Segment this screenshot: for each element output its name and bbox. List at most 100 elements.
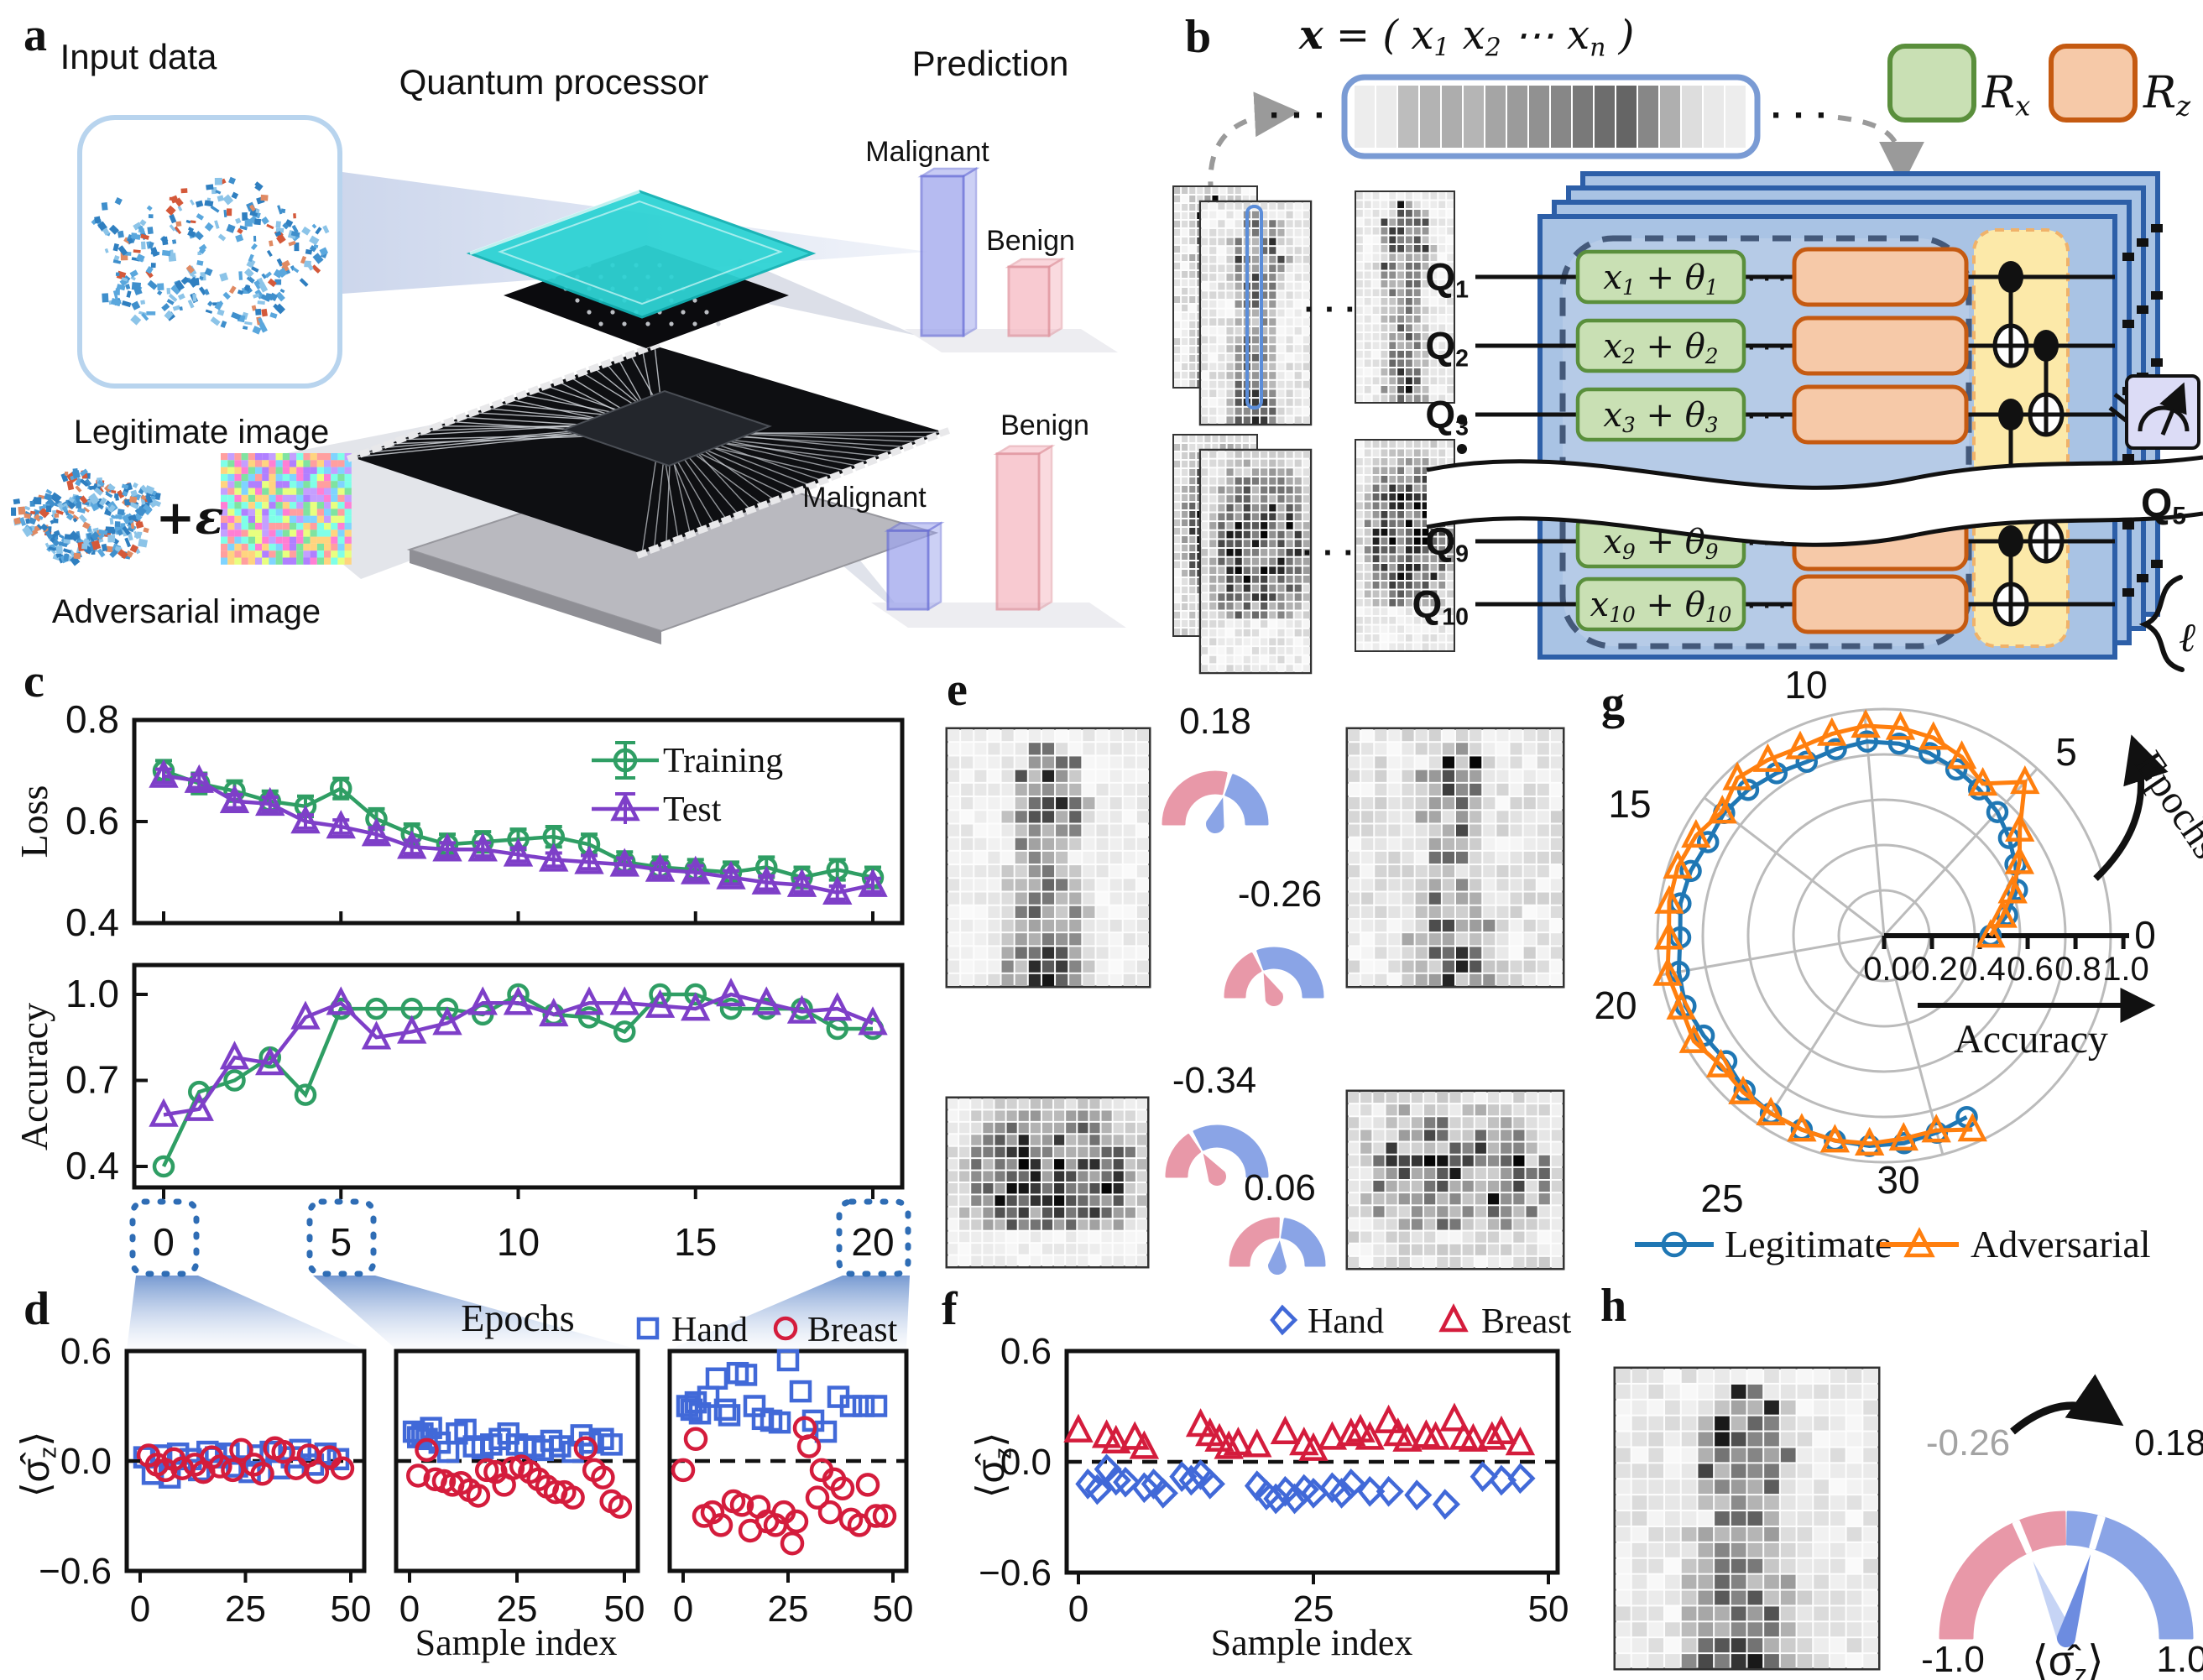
gauge-value-4: 0.06 [1244,1167,1316,1208]
rx-gate-label: x9​ + θ9​ [1603,523,1718,564]
epoch-angular-tick: 30 [1877,1158,1919,1202]
polar-spoke [1761,935,1886,1128]
rx-gate-label: x3​ + θ3​ [1603,396,1718,437]
accuracy-ytick: 1.0 [65,972,119,1015]
epoch-snapshot-box [129,1198,200,1277]
prediction-bar [917,166,980,338]
epsilon-term: +ε [156,490,224,545]
data-series [149,759,888,905]
radial-tick: 0.6 [2007,951,2054,988]
legitimate-image-frame [77,115,342,389]
measured-qubit-label: Q5​ [2141,482,2186,530]
gauge-main-value: 0.18 [2134,1422,2203,1463]
bar-label-benign-bottom: Benign [1000,410,1089,441]
gauge-ghost-value: -0.26 [1926,1422,2010,1463]
rx-gate-label: x1​ + θ1​ [1603,258,1718,300]
legend-breast-d: Breast [807,1311,898,1349]
sample-xtick: 0 [130,1589,150,1630]
gauge-value-1: 0.18 [1179,701,1251,742]
rx-gate [1575,577,1746,632]
snapshot-funnel [313,1276,638,1349]
generated-labels: x = ( x1​ x2​ ⋯ xn​ ) Rx​ Rz​ · · · · · · Q1​… [13,12,2191,1680]
legend-rx-box [1887,44,1976,123]
legend-rz-label: Rz​ [2143,68,2191,122]
cnot-control [1998,399,2023,430]
sigma-ytick: −0.6 [39,1551,112,1592]
epoch-xtick: 15 [674,1220,717,1264]
epoch-angular-tick: 0 [2134,913,2156,957]
noise-image [221,453,352,565]
gauge-max-label: 1.0 [2156,1639,2203,1680]
plot-box [132,717,905,926]
brain-image [10,467,162,566]
breast-pixel-image [945,1096,1150,1269]
polar-series-adversarial [1652,708,2040,1156]
rz-gate [1792,316,1969,376]
gauge-hand-adversarial [1224,947,1324,1007]
epoch-angular-tick: 25 [1700,1177,1743,1220]
legend-test: Test [663,790,722,829]
prediction-bar [1005,257,1066,338]
radial-tick: 1.0 [2102,951,2149,988]
entangling-block [1972,228,2070,648]
xlabel-sample-index-d: Sample index [415,1622,618,1663]
arrow-vector-to-circuit [1837,115,1924,187]
epoch-xtick: 20 [851,1220,894,1264]
epoch-angular-tick: 20 [1594,983,1637,1027]
bar-label-malignant-top: Malignant [865,136,989,168]
sample-xtick: 25 [497,1589,538,1630]
layer-count-label: ℓ [2179,614,2195,661]
hand-pixel-image [1198,200,1313,426]
sample-xtick: 50 [604,1589,645,1630]
panel-label-a: a [23,9,47,61]
adversarial-image-caption: Adversarial image [52,593,321,630]
loss-ytick: 0.8 [65,697,119,741]
brain-image [91,176,330,335]
sample-xtick: 0 [399,1589,420,1630]
sample-xtick-f: 50 [1528,1589,1569,1630]
feature-vector-equation: x = ( x1​ x2​ ⋯ xn​ ) [1298,12,1634,63]
cnot-control [1998,261,2023,293]
gauge-breast-adversarial [1229,1217,1326,1275]
quantum-chip-image [346,190,951,644]
ylabel-sigma-f: ⟨σ̂z​⟩ [968,1432,1016,1499]
gate-ellipsis: · · · [1748,334,1788,362]
prediction-title: Prediction [912,44,1069,83]
radial-tick: 0.0 [1863,951,1910,988]
panel-label-d: d [23,1283,50,1335]
polar-spoke [1882,935,1945,1156]
legend-rz-box [2049,44,2138,123]
gate-ellipsis: · · · [1748,265,1788,293]
rx-gate [1575,387,1746,442]
c-legend-markers [592,741,659,824]
input-data-title: Input data [60,37,217,76]
legend-rx-label: Rx​ [1981,68,2030,122]
sample-xtick: 50 [331,1589,372,1630]
legend-training: Training [663,742,783,780]
accuracy-ytick: 0.7 [65,1058,119,1102]
sigma-ytick-f: −0.6 [979,1552,1052,1594]
loss-ytick: 0.4 [65,900,119,944]
epoch-angular-tick: 10 [1784,663,1827,707]
legend-breast-f: Breast [1481,1302,1572,1341]
qubit-label: Q10​ [1412,582,1470,630]
expectation-gauge-large [1939,1374,2194,1648]
highlighted-column [1245,205,1263,410]
hand-pixel-image [1345,727,1565,989]
ylabel-loss: Loss [13,785,55,858]
gauge-min-label: -1.0 [1921,1639,1985,1680]
epochs-arrow [2093,734,2169,881]
ellipsis: · · · [1302,535,1355,571]
sample-xtick-f: 0 [1068,1589,1088,1630]
quantum-processor-title: Quantum processor [399,62,709,102]
accuracy-ytick: 0.4 [65,1144,119,1187]
legend-hand-d: Hand [671,1311,748,1349]
qubit-label: Q3​ [1425,393,1469,441]
polar-spoke [1862,709,1886,937]
gauge-breast-legitimate [1165,1124,1269,1186]
loss-ytick: 0.6 [65,799,119,843]
ylabel-sigma-d: ⟨σ̂z​⟩ [13,1432,61,1498]
breast-pixel-image [1345,1089,1565,1270]
data-series [149,978,888,1127]
